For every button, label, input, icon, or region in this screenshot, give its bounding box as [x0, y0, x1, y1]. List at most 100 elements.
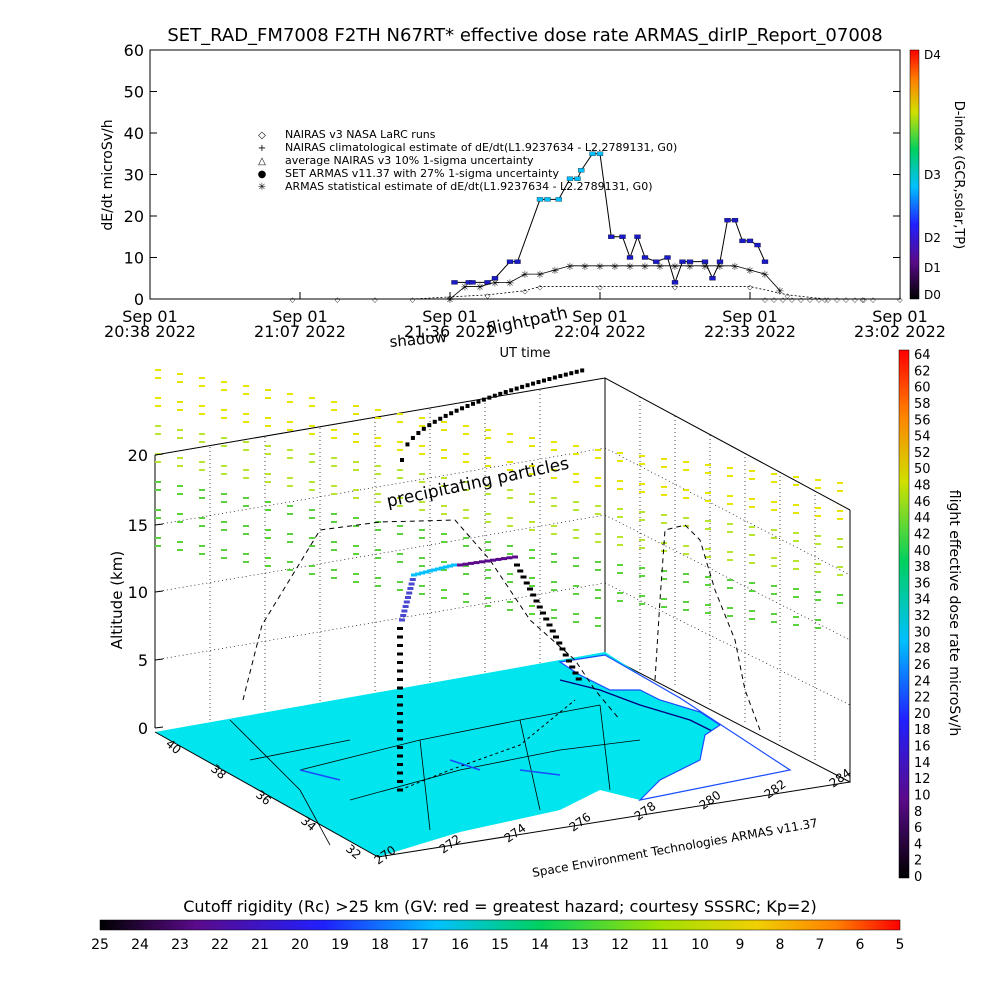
- lon-tick-label: 276: [567, 810, 594, 835]
- armas-point: [619, 234, 626, 239]
- nairas-point: ◇: [843, 296, 849, 304]
- flight-point-upper: [552, 375, 557, 380]
- flight-point-upper: [541, 378, 546, 383]
- armas-point: [544, 197, 551, 202]
- flight-point: [468, 561, 474, 565]
- statistical-point: ✳: [461, 283, 469, 294]
- flight-point-upper: [531, 381, 536, 386]
- lon-tick-label: 284: [827, 766, 854, 791]
- flight-point: [530, 593, 537, 597]
- series-line: [292, 286, 900, 300]
- nairas-point: ◇: [485, 292, 491, 300]
- flight-point: [431, 568, 437, 572]
- flight-point: [536, 605, 543, 609]
- z-axis-label: Altitude (km): [108, 551, 126, 649]
- flight-point: [514, 563, 520, 567]
- land-surface: [155, 652, 790, 857]
- nairas-point: ◇: [290, 296, 296, 304]
- armas-point: [596, 151, 604, 156]
- x-tick-time: 22:04 2022: [554, 322, 646, 341]
- statistical-point: ✳: [581, 262, 589, 273]
- flight-point: [572, 671, 579, 675]
- flight-point: [397, 627, 403, 630]
- flight-point: [401, 609, 408, 613]
- z-tick-label: 20: [128, 446, 148, 465]
- armas-point: [679, 259, 686, 264]
- series-line: [449, 265, 781, 300]
- flight-point: [397, 635, 403, 639]
- nairas-point: ◇: [771, 296, 777, 304]
- statistical-point: ✳: [746, 266, 754, 277]
- y-tick-label: 20: [124, 207, 144, 226]
- cutoff-rigidity-tick: 19: [331, 937, 349, 953]
- cutoff-rigidity-tick: 22: [211, 937, 229, 953]
- flight-point-upper: [449, 411, 454, 416]
- armas-point: [701, 259, 709, 264]
- x-tick-date: Sep 01: [272, 307, 328, 326]
- flight-point: [556, 641, 563, 645]
- armas-point: [716, 259, 724, 264]
- armas-point: [536, 197, 544, 202]
- armas-point: [626, 255, 634, 260]
- armas-point: [608, 234, 615, 239]
- flight-point: [411, 573, 417, 577]
- nairas-point: ◇: [807, 296, 813, 304]
- flight-point-upper: [563, 372, 568, 377]
- armas-point: [671, 280, 679, 285]
- lon-tick-label: 282: [762, 777, 789, 802]
- dose-rate-tick: 60: [914, 381, 931, 396]
- z-tick-label: 10: [128, 583, 148, 602]
- flight-point: [397, 703, 403, 707]
- annotation-shadow: shadow: [389, 328, 448, 351]
- legend-label: NAIRAS v3 NASA LaRC runs: [285, 128, 436, 141]
- armas-point: [514, 259, 521, 264]
- flight-point: [523, 581, 530, 585]
- statistical-point: ✳: [506, 278, 514, 289]
- dose-rate-tick: 44: [914, 511, 931, 526]
- y-tick-label: 50: [124, 83, 144, 102]
- nairas-point: ◇: [447, 294, 453, 302]
- x-tick-time: 23:02 2022: [854, 322, 946, 341]
- flight-point: [399, 618, 405, 622]
- flight-point-upper: [465, 404, 470, 408]
- flight-point-upper: [416, 431, 421, 435]
- flight-point: [520, 575, 527, 579]
- armas-point: [491, 276, 499, 281]
- legend: ◇ NAIRAS v3 NASA LaRC runs + NAIRAS climato…: [258, 128, 678, 193]
- d-index-tick: D4: [924, 48, 941, 62]
- dose-rate-tick: 4: [914, 837, 922, 852]
- nairas-point: ◇: [897, 296, 903, 304]
- armas-point: [578, 168, 585, 173]
- cutoff-rigidity-tick: 18: [371, 937, 389, 953]
- armas-point: [589, 151, 596, 156]
- y-axis-label: dE/dt microSv/h: [100, 119, 116, 230]
- z-tick-label: 0: [138, 719, 148, 738]
- dose-rate-tick: 36: [914, 576, 931, 591]
- dose-rate-tick: 24: [914, 674, 931, 689]
- statistical-point: ✳: [611, 262, 619, 273]
- flight-point: [490, 558, 496, 562]
- dose-rate-tick: 40: [914, 544, 931, 559]
- z-tick: [154, 658, 164, 661]
- armas-point: [724, 217, 731, 223]
- cutoff-rigidity-tick: 17: [411, 937, 429, 953]
- flight-point-upper: [427, 423, 432, 428]
- y-tick-label: 0: [134, 290, 144, 309]
- flight-point: [569, 665, 576, 669]
- legend-symbol: ◇: [258, 130, 266, 141]
- x-tick-time: 21:07 2022: [254, 322, 346, 341]
- cutoff-rigidity-tick: 20: [291, 937, 309, 953]
- flight-point: [419, 571, 425, 575]
- nairas-point: ◇: [780, 296, 786, 304]
- d-index-tick: D1: [924, 261, 941, 275]
- dose-rate-tick: 0: [914, 870, 922, 885]
- cutoff-rigidity-colorbar: [99, 919, 901, 931]
- flight-point: [397, 712, 403, 715]
- flight-point: [533, 599, 540, 603]
- flight-point-upper: [476, 399, 481, 404]
- cutoff-rigidity-tick: 16: [451, 937, 469, 953]
- flight-point: [546, 623, 553, 627]
- flight-point: [397, 788, 403, 792]
- flight-point: [447, 564, 453, 568]
